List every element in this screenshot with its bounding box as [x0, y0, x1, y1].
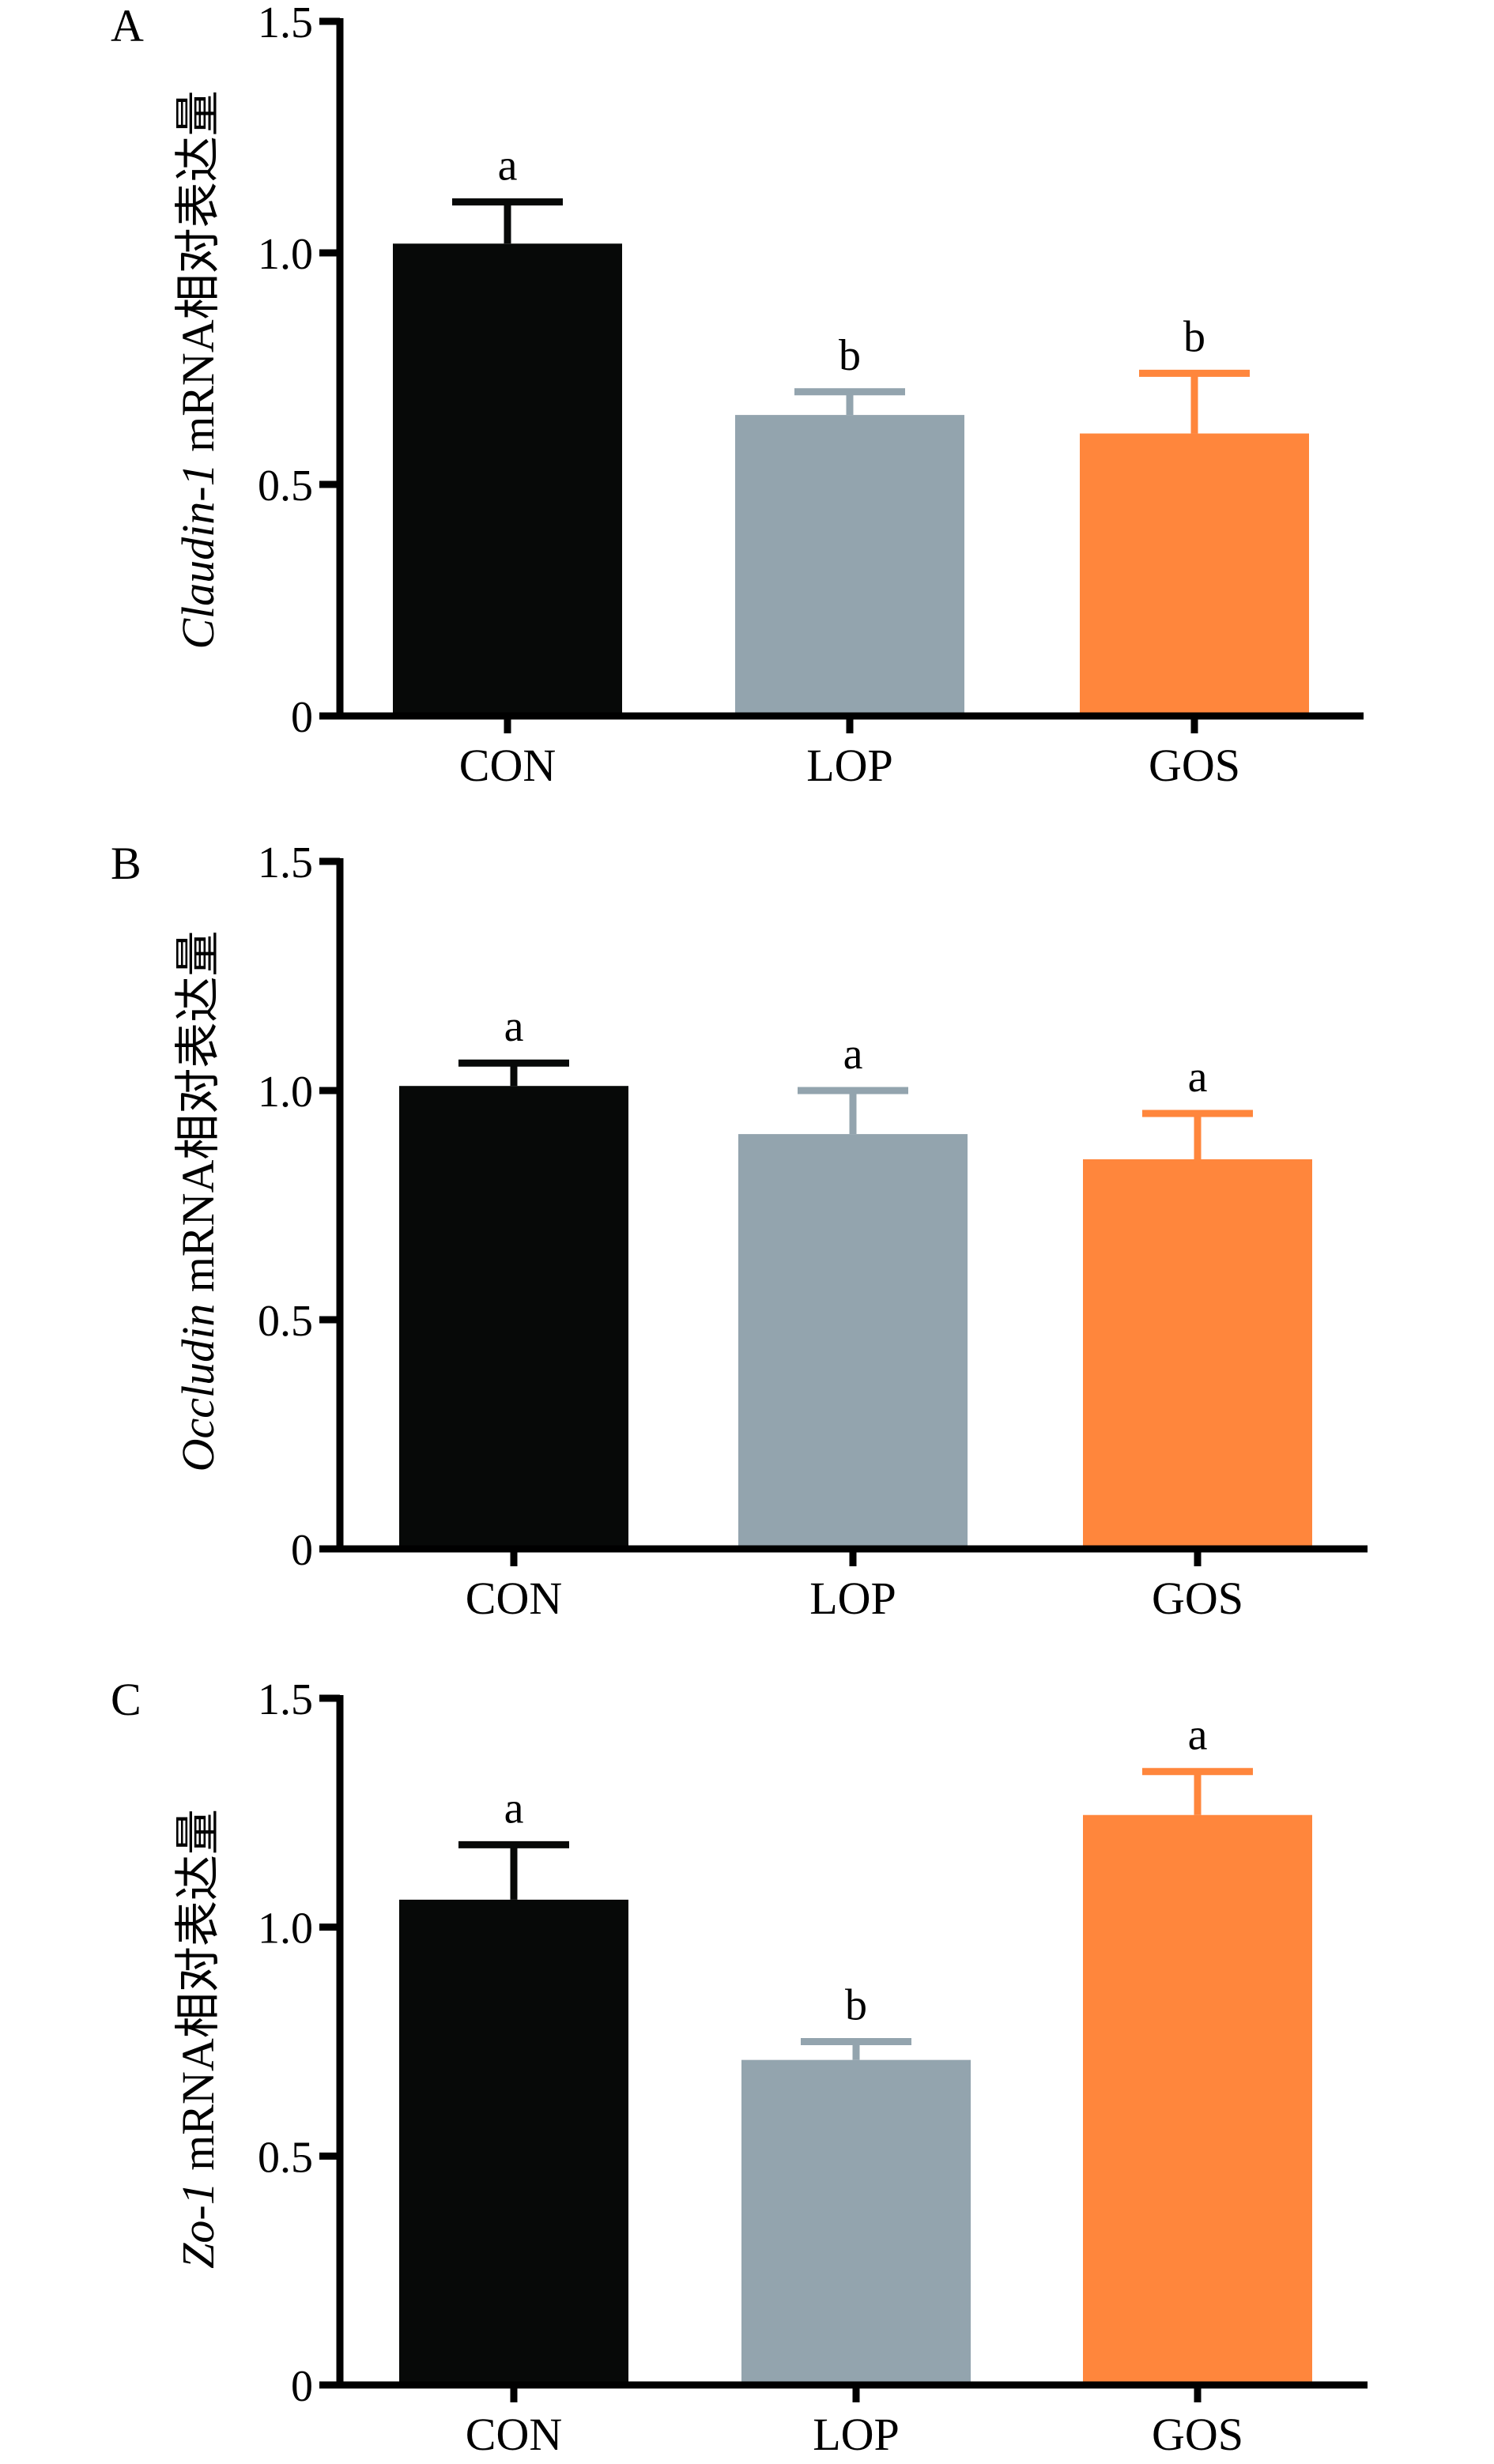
y-axis-label-text: mRNA相对表达量	[172, 90, 224, 463]
y-tick-label: 1.5	[258, 0, 313, 47]
significance-label: a	[504, 1002, 524, 1051]
y-axis-label-text: mRNA相对表达量	[172, 931, 224, 1304]
x-tick-label: LOP	[809, 1573, 896, 1624]
y-tick-label: 0	[291, 2362, 313, 2411]
y-tick-label: 0.5	[258, 2133, 313, 2182]
y-tick-label: 0.5	[258, 462, 313, 511]
x-tick-label: CON	[459, 740, 556, 791]
y-tick-label: 1.0	[258, 230, 313, 279]
panel-a: A Claudin-1 mRNA相对表达量 a CON b LOP b GOS 0 0.5 1.…	[111, 0, 1364, 791]
panel-letter: A	[111, 0, 144, 51]
x-tick-label: LOP	[806, 740, 893, 791]
x-tick-label: LOP	[813, 2409, 900, 2460]
y-axis-label-gene: Zo-1	[172, 2182, 224, 2269]
bar-gos	[1083, 1814, 1312, 2385]
bar-gos	[1080, 433, 1309, 716]
bar-con	[399, 1086, 628, 1549]
panel-letter: C	[111, 1674, 141, 1725]
bar-lop	[738, 1134, 968, 1549]
bar-lop	[741, 2059, 971, 2385]
bar-con	[393, 243, 622, 716]
significance-label: b	[845, 1981, 867, 2030]
bar-lop	[735, 415, 964, 716]
x-tick-label: CON	[466, 2409, 562, 2460]
y-tick-label: 1.5	[258, 838, 313, 887]
y-tick-label: 1.5	[258, 1675, 313, 1724]
panel-c: C Zo-1 mRNA相对表达量 a CON b LOP a GOS 0 0.5 1.0 1.5	[111, 1674, 1368, 2460]
x-tick-label: GOS	[1149, 740, 1240, 791]
significance-label: b	[1183, 312, 1205, 361]
y-axis-label-gene: Claudin-1	[172, 463, 224, 649]
x-tick-label: CON	[466, 1573, 562, 1624]
y-tick-label: 1.0	[258, 1068, 313, 1117]
y-axis-label: Zo-1 mRNA相对表达量	[172, 1809, 224, 2269]
significance-label: a	[504, 1784, 524, 1833]
significance-label: a	[843, 1030, 863, 1079]
significance-label: b	[839, 331, 861, 380]
significance-label: a	[498, 141, 518, 190]
significance-label: a	[1188, 1711, 1208, 1760]
bar-gos	[1083, 1159, 1312, 1549]
significance-label: a	[1188, 1053, 1208, 1102]
y-tick-label: 0	[291, 693, 313, 742]
bar-con	[399, 1899, 628, 2385]
x-tick-label: GOS	[1152, 2409, 1243, 2460]
y-tick-label: 0.5	[258, 1297, 313, 1346]
y-tick-label: 0	[291, 1526, 313, 1575]
panel-letter: B	[111, 838, 141, 889]
panel-b: B Occludin mRNA相对表达量 a CON a LOP a GOS 0 0.5 1.0…	[111, 838, 1368, 1624]
y-axis-label: Occludin mRNA相对表达量	[172, 931, 224, 1472]
y-axis-label: Claudin-1 mRNA相对表达量	[172, 90, 224, 649]
x-tick-label: GOS	[1152, 1573, 1243, 1624]
y-axis-label-text: mRNA相对表达量	[172, 1809, 224, 2182]
y-tick-label: 1.0	[258, 1905, 313, 1953]
y-axis-label-gene: Occludin	[172, 1304, 224, 1472]
